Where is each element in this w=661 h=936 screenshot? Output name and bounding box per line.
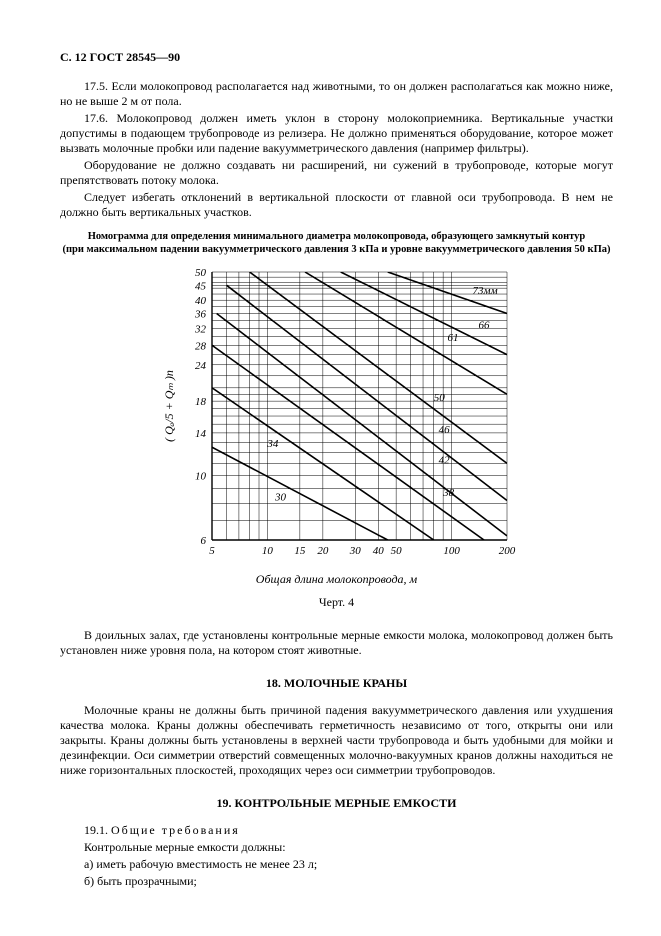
- section-18-title: 18. МОЛОЧНЫЕ КРАНЫ: [60, 676, 613, 691]
- paragraph-19-1: 19.1. Общие требования: [60, 823, 613, 838]
- svg-text:50: 50: [390, 545, 402, 557]
- svg-text:10: 10: [195, 471, 207, 483]
- svg-text:14: 14: [195, 428, 207, 440]
- paragraph-equipment: Оборудование не должно создавать ни расш…: [60, 158, 613, 188]
- svg-text:30: 30: [348, 545, 361, 557]
- svg-text:5: 5: [209, 545, 215, 557]
- chart-caption: Черт. 4: [60, 595, 613, 610]
- svg-text:50: 50: [195, 267, 207, 279]
- svg-text:46: 46: [438, 424, 450, 436]
- chart-container: 6 10 14 18 24 28 32 36 40 45 50 5 10 15 20 30 40 50 100 200…: [60, 264, 613, 587]
- nomogram-title-line2: (при максимальном падении вакуумметричес…: [62, 244, 610, 255]
- svg-text:28: 28: [195, 341, 207, 353]
- svg-text:50: 50: [433, 392, 445, 404]
- svg-text:32: 32: [194, 324, 207, 336]
- paragraph-17-5: 17.5. Если молокопровод располагается на…: [60, 79, 613, 109]
- section-19-title: 19. КОНТРОЛЬНЫЕ МЕРНЫЕ ЕМКОСТИ: [60, 796, 613, 811]
- svg-text:45: 45: [195, 281, 207, 293]
- svg-text:15: 15: [294, 545, 306, 557]
- page-header: С. 12 ГОСТ 28545—90: [60, 50, 613, 65]
- paragraph-17-6: 17.6. Молокопровод должен иметь уклон в …: [60, 111, 613, 156]
- svg-text:38: 38: [442, 487, 455, 499]
- paragraph-18: Молочные краны не должны быть причиной п…: [60, 703, 613, 778]
- paragraph-deviation: Следует избегать отклонений в вертикальн…: [60, 190, 613, 220]
- svg-text:30: 30: [274, 492, 287, 504]
- clause-title: Общие требования: [111, 823, 240, 837]
- svg-text:34: 34: [266, 438, 279, 450]
- page: С. 12 ГОСТ 28545—90 17.5. Если молокопро…: [0, 0, 661, 931]
- svg-text:40: 40: [195, 295, 207, 307]
- svg-text:( Qₐ/5 + Qₘ )n: ( Qₐ/5 + Qₘ )n: [162, 370, 176, 442]
- list-item-a: а) иметь рабочую вместимость не менее 23…: [60, 857, 613, 872]
- svg-text:24: 24: [195, 360, 207, 372]
- list-item-b: б) быть прозрачными;: [60, 874, 613, 889]
- chart-x-label: Общая длина молокопровода, м: [60, 572, 613, 587]
- svg-text:6: 6: [200, 535, 206, 547]
- nomogram-chart: 6 10 14 18 24 28 32 36 40 45 50 5 10 15 20 30 40 50 100 200…: [157, 264, 517, 564]
- svg-text:18: 18: [195, 396, 207, 408]
- svg-text:20: 20: [317, 545, 329, 557]
- svg-text:66: 66: [478, 320, 490, 332]
- paragraph-list-intro: Контрольные мерные емкости должны:: [60, 840, 613, 855]
- svg-text:40: 40: [372, 545, 384, 557]
- svg-text:10: 10: [261, 545, 273, 557]
- svg-text:61: 61: [447, 332, 458, 344]
- svg-text:36: 36: [194, 309, 207, 321]
- clause-number: 19.1.: [84, 823, 111, 837]
- svg-text:200: 200: [498, 545, 515, 557]
- svg-text:73мм: 73мм: [472, 285, 497, 297]
- svg-text:100: 100: [443, 545, 460, 557]
- paragraph-milking-halls: В доильных залах, где установлены контро…: [60, 628, 613, 658]
- nomogram-title-line1: Номограмма для определения минимального …: [88, 231, 586, 242]
- nomogram-title: Номограмма для определения минимального …: [60, 230, 613, 256]
